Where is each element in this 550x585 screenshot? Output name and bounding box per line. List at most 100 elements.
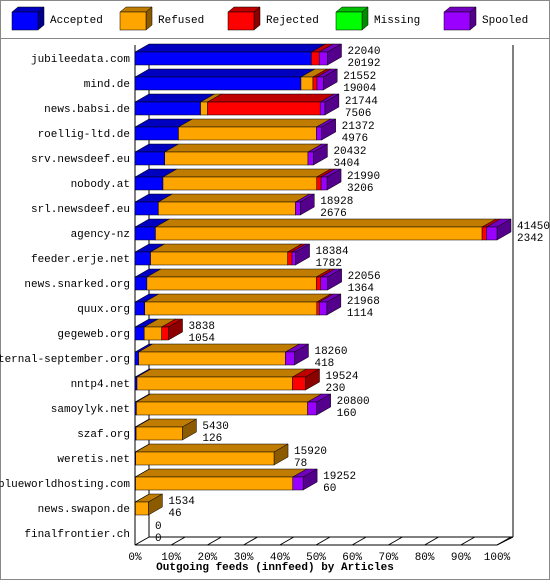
y-tick-label: mind.de: [84, 79, 130, 91]
x-tick-label: 100%: [484, 552, 511, 564]
bar-segment: [136, 419, 196, 440]
bar-segment: [135, 44, 325, 65]
value-label-accepted: 60: [323, 483, 336, 495]
bar-segment: [151, 244, 302, 265]
bar-front: [321, 177, 327, 190]
value-label-accepted: 126: [202, 433, 222, 445]
bar-front: [155, 227, 482, 240]
x-tick-label: 30%: [234, 552, 254, 564]
legend-swatch: [228, 12, 254, 30]
value-label-total: 18384: [316, 246, 349, 258]
bar-front: [136, 477, 293, 490]
value-label-total: 21744: [345, 96, 378, 108]
bar-front: [135, 327, 144, 340]
value-label-total: 3838: [189, 321, 215, 333]
value-label-total: 21968: [347, 296, 380, 308]
value-label-accepted: 2676: [320, 208, 346, 220]
x-tick-label: 20%: [197, 552, 217, 564]
legend-label: Spooled: [482, 15, 528, 27]
y-tick-label: nntp4.net: [71, 379, 130, 391]
y-tick-label: weretis.net: [57, 454, 130, 466]
bar-front: [320, 102, 325, 115]
bar-front: [135, 177, 163, 190]
value-label-total: 21990: [347, 171, 380, 183]
value-label-accepted: 418: [314, 358, 334, 370]
y-tick-label: samoylyk.net: [51, 404, 130, 416]
bar-front: [293, 477, 303, 490]
bar-front: [147, 277, 316, 290]
bar-segment: [145, 294, 331, 315]
y-tick-label: srl.newsdeef.eu: [31, 204, 130, 216]
bar-top: [165, 144, 322, 152]
x-tick-label: 40%: [270, 552, 290, 564]
bar-front: [313, 77, 317, 90]
y-tick-label: feeder.erje.net: [31, 254, 130, 266]
legend-label: Accepted: [50, 15, 103, 27]
y-tick-label: news.swapon.de: [38, 504, 130, 516]
value-label-total: 22056: [348, 271, 381, 283]
bar-segment: [208, 94, 335, 115]
bar-segment: [135, 69, 315, 90]
bar-segment: [147, 269, 330, 290]
x-tick-label: 50%: [306, 552, 326, 564]
value-label-total: 19252: [323, 471, 356, 483]
x-tick-label: 80%: [415, 552, 435, 564]
bar-front: [317, 177, 321, 190]
bar-front: [319, 302, 326, 315]
bar-front: [319, 52, 327, 65]
bar-top: [136, 394, 321, 402]
value-label-total: 22040: [347, 46, 380, 58]
bar-top: [208, 94, 335, 102]
bar-front: [201, 102, 208, 115]
bar-front: [163, 177, 317, 190]
bar-front: [317, 302, 320, 315]
bar-front: [145, 302, 317, 315]
legend-swatch: [336, 12, 362, 30]
bar-front: [316, 127, 321, 140]
bar-front: [135, 52, 311, 65]
value-label-accepted: 19004: [343, 83, 376, 95]
y-tick-label: quux.org: [77, 304, 130, 316]
value-label-accepted: 0: [155, 533, 162, 545]
value-label-accepted: 1782: [316, 258, 342, 270]
bar-top: [139, 344, 300, 352]
value-label-total: 41450: [517, 221, 550, 233]
bar-front: [135, 252, 151, 265]
y-tick-label: jubileedata.com: [31, 54, 130, 66]
bar-front: [311, 52, 319, 65]
bar-front: [308, 152, 313, 165]
bar-segment: [137, 369, 306, 390]
y-tick-label: szaf.org: [77, 429, 130, 441]
bar-front: [144, 327, 161, 340]
legend-label: Rejected: [266, 15, 319, 27]
bar-front: [178, 127, 316, 140]
bar-segment: [155, 219, 496, 240]
value-label-accepted: 2342: [517, 233, 543, 245]
bar-front: [136, 452, 274, 465]
y-tick-label: srv.newsdeef.eu: [31, 154, 130, 166]
bar-segment: [136, 444, 288, 465]
y-tick-label: agency-nz: [71, 229, 130, 241]
x-tick-label: 60%: [342, 552, 362, 564]
bar-front: [482, 227, 486, 240]
bar-segment: [165, 144, 322, 165]
bar-segment: [158, 194, 309, 215]
y-tick-label: nobody.at: [71, 179, 130, 191]
value-label-accepted: 1364: [348, 283, 375, 295]
bar-segment: [163, 169, 331, 190]
bar-front: [301, 77, 313, 90]
bar-top: [136, 469, 307, 477]
bar-front: [292, 377, 305, 390]
bar-front: [135, 77, 301, 90]
bar-front: [139, 352, 286, 365]
bar-front: [135, 377, 137, 390]
bar-front: [135, 352, 139, 365]
y-tick-label: news.snarked.org: [24, 279, 130, 291]
bar-front: [136, 402, 307, 415]
x-tick-label: 90%: [451, 552, 471, 564]
value-label-accepted: 1054: [189, 333, 216, 345]
value-label-total: 0: [155, 521, 162, 533]
bar-segment: [136, 469, 307, 490]
